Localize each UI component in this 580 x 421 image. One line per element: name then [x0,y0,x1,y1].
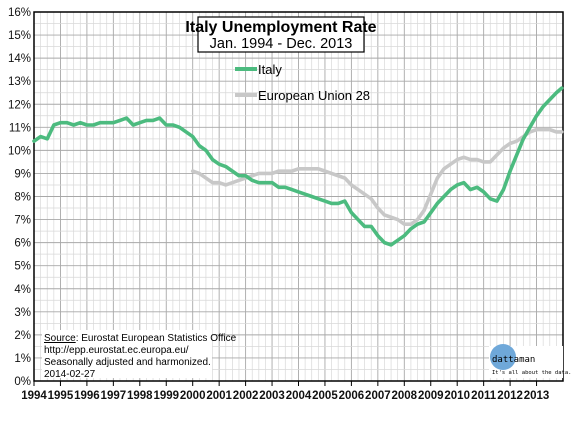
x-tick-label: 2006 [339,390,365,402]
source-url: http://epp.eurostat.ec.europa.eu/ [44,345,189,356]
x-tick-label: 2013 [524,390,550,402]
source-prefix: Source [44,333,76,344]
x-tick-label: 2010 [444,390,470,402]
legend: Italy European Union 28 [235,62,370,103]
logo-tagline: It's all about the data. [492,370,571,376]
series-group [32,86,564,247]
y-tick-label: 16% [8,7,31,19]
x-tick-label: 2011 [471,390,497,402]
series-line-italy [32,86,564,247]
y-tick-label: 1% [14,353,31,365]
x-tick-label: 1999 [153,390,179,402]
logo-name: dattaman [492,355,535,365]
logo-circle-icon [490,344,516,370]
y-tick-label: 13% [8,76,31,88]
x-tick-label: 1994 [21,390,47,402]
y-tick-label: 15% [8,30,31,42]
x-tick-label: 1998 [127,390,153,402]
y-tick-label: 12% [8,99,31,111]
chart-subtitle: Jan. 1994 - Dec. 2013 [210,36,353,52]
y-tick-label: 0% [14,376,31,388]
legend-label-italy: Italy [258,62,282,77]
y-tick-label: 11% [9,122,31,134]
x-tick-label: 2001 [206,390,232,402]
x-tick-label: 1996 [74,390,100,402]
source-note: Source: Eurostat European Statistics Off… [42,330,237,380]
series-line-eu28 [190,127,564,226]
x-tick-label: 2000 [180,390,206,402]
x-tick-label: 2002 [233,390,259,402]
y-tick-label: 10% [8,145,31,157]
title-frame [197,16,365,53]
dattaman-logo: dattaman It's all about the data. [489,344,571,378]
y-tick-label: 6% [14,238,31,250]
grid [34,12,563,381]
y-tick-label: 4% [14,284,31,296]
legend-label-eu28: European Union 28 [258,88,370,103]
y-tick-label: 7% [14,215,31,227]
title-box: Italy Unemployment Rate Jan. 1994 - Dec.… [185,16,377,53]
source-date: 2014-02-27 [44,369,96,380]
x-axis: 1994 1995 1996 1997 1998 1999 2000 2001 2002 2003… [21,381,549,402]
source-note: Seasonally adjusted and harmonized. [44,357,211,368]
y-axis: 0% 1% 2% 3% 4% 5% 6% 7% 8% 9% 10% 11% 12% 13% 14% 15% 16… [8,7,31,388]
x-tick-label: 2003 [259,390,285,402]
x-tick-label: 2007 [365,390,391,402]
x-tick-label: 2009 [418,390,444,402]
y-tick-label: 3% [14,307,31,319]
chart-title: Italy Unemployment Rate [185,19,376,36]
x-tick-label: 2004 [286,390,312,402]
plot-frame [33,11,564,382]
y-tick-label: 8% [14,192,31,204]
x-tick-label: 2012 [497,390,523,402]
source-name: : Eurostat European Statistics Office [76,333,237,344]
x-tick-label: 1997 [101,390,127,402]
x-tick-label: 1995 [48,390,74,402]
y-tick-label: 5% [14,261,31,273]
x-tick-label: 2008 [392,390,418,402]
y-tick-label: 2% [14,330,31,342]
source-background [42,330,212,378]
source-line-1: Source: Eurostat European Statistics Off… [44,333,237,344]
y-tick-label: 14% [8,53,31,65]
y-tick-label: 9% [14,168,31,180]
x-tick-label: 2005 [312,390,338,402]
